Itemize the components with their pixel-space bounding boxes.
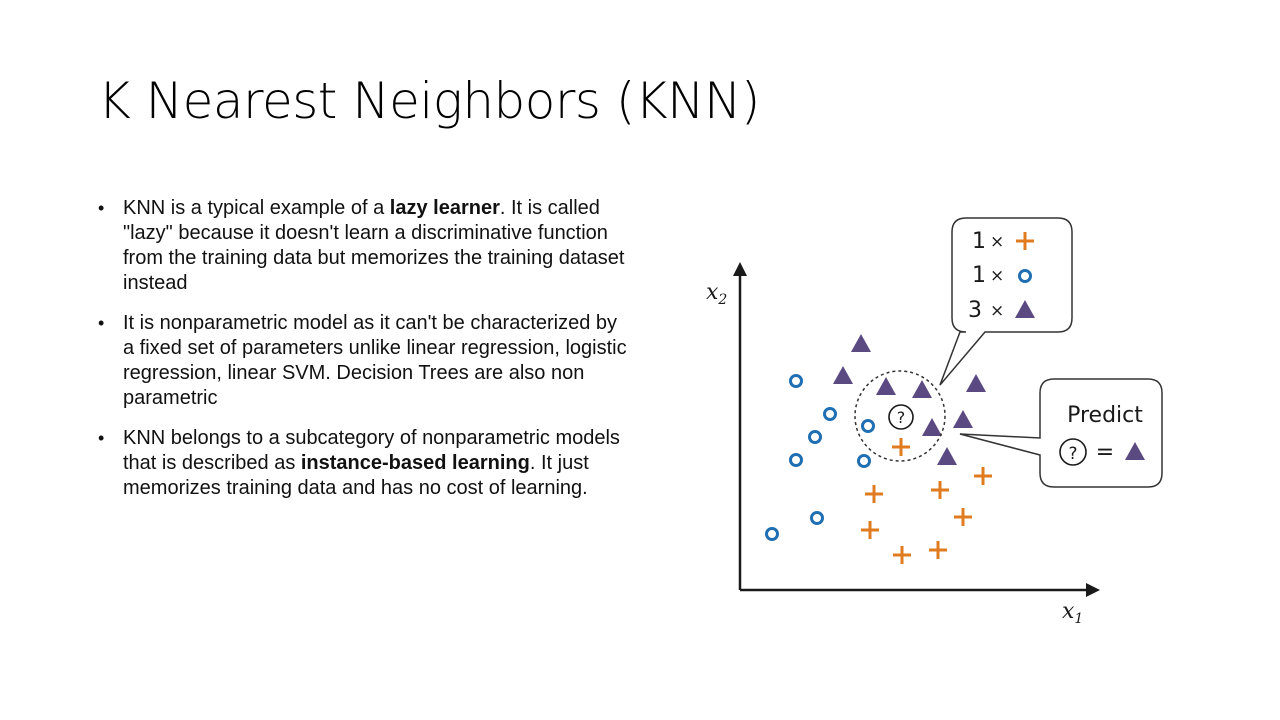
bullet-text: KNN is a typical example of a bbox=[123, 197, 390, 219]
plus-point bbox=[952, 506, 974, 528]
times-sign: × bbox=[990, 266, 1004, 286]
count-value: 1 bbox=[972, 263, 986, 288]
bullet-text: KNN belongs to a subcategory of nonparam… bbox=[123, 427, 620, 474]
axes bbox=[733, 262, 1100, 597]
circle-point bbox=[810, 511, 824, 525]
query-point-icon bbox=[888, 404, 914, 430]
bullet-text: . It just memorizes training data and ha… bbox=[123, 452, 589, 499]
counts-callout-bubble bbox=[939, 217, 1073, 386]
bullet-item: • KNN is a typical example of a lazy lea… bbox=[98, 196, 628, 296]
plus-point bbox=[863, 483, 885, 505]
plus-point bbox=[972, 465, 994, 487]
triangle-point bbox=[953, 410, 973, 428]
predict-callout-bubble bbox=[959, 378, 1163, 488]
plus-point bbox=[859, 519, 881, 541]
circle-point bbox=[857, 454, 871, 468]
triangle-point bbox=[937, 447, 957, 465]
slide-title: K Nearest Neighbors (KNN) bbox=[98, 72, 760, 130]
times-sign: × bbox=[990, 301, 1004, 321]
circle-point bbox=[861, 419, 875, 433]
plus-point bbox=[929, 479, 951, 501]
triangle-point bbox=[876, 377, 896, 395]
triangle-point bbox=[851, 334, 871, 352]
bullet-item: • It is nonparametric model as it can't … bbox=[98, 311, 628, 411]
bullet-icon: • bbox=[98, 198, 105, 218]
neighborhood-circle bbox=[854, 370, 946, 462]
triangle-point bbox=[912, 380, 932, 398]
circle-point bbox=[808, 430, 822, 444]
knn-diagram: x2 x1 bbox=[700, 215, 1170, 635]
query-point-label: ? bbox=[897, 408, 906, 427]
bullet-bold-text: lazy learner bbox=[389, 197, 500, 219]
bullet-item: • KNN belongs to a subcategory of nonpar… bbox=[98, 426, 628, 501]
predict-query-label: ? bbox=[1068, 444, 1077, 464]
bullet-text: It is nonparametric model as it can't be… bbox=[123, 312, 627, 409]
counts-callout: 1 × 1 × 3 × bbox=[939, 217, 1073, 386]
circle-point bbox=[789, 374, 803, 388]
bullet-bold-text: instance-based learning bbox=[300, 452, 530, 474]
plus-point bbox=[890, 436, 912, 458]
bullet-text: . It is called "lazy" because it doesn't… bbox=[123, 197, 625, 294]
times-sign: × bbox=[990, 232, 1004, 252]
x-axis-label: x1 bbox=[1062, 599, 1083, 627]
bullet-icon: • bbox=[98, 313, 105, 333]
triangle-point bbox=[922, 418, 942, 436]
triangle-point bbox=[966, 374, 986, 392]
predict-label: Predict bbox=[1067, 403, 1143, 428]
y-axis-arrow-icon bbox=[733, 262, 747, 276]
circle-point bbox=[765, 527, 779, 541]
y-axis-label: x2 bbox=[706, 280, 727, 308]
equals-sign: = bbox=[1096, 440, 1114, 465]
circle-point bbox=[823, 407, 837, 421]
count-value: 1 bbox=[972, 229, 986, 254]
bullet-list: • KNN is a typical example of a lazy lea… bbox=[98, 196, 628, 516]
triangle-point bbox=[833, 366, 853, 384]
count-value: 3 bbox=[968, 298, 982, 323]
bullet-icon: • bbox=[98, 428, 105, 448]
x-axis-arrow-icon bbox=[1086, 583, 1100, 597]
circle-point bbox=[789, 453, 803, 467]
predict-callout: Predict ? = bbox=[959, 378, 1163, 488]
plus-point bbox=[891, 544, 913, 566]
plus-point bbox=[927, 539, 949, 561]
knn-diagram-svg: x2 x1 bbox=[706, 217, 1163, 627]
query-symbol-icon bbox=[1059, 438, 1087, 466]
